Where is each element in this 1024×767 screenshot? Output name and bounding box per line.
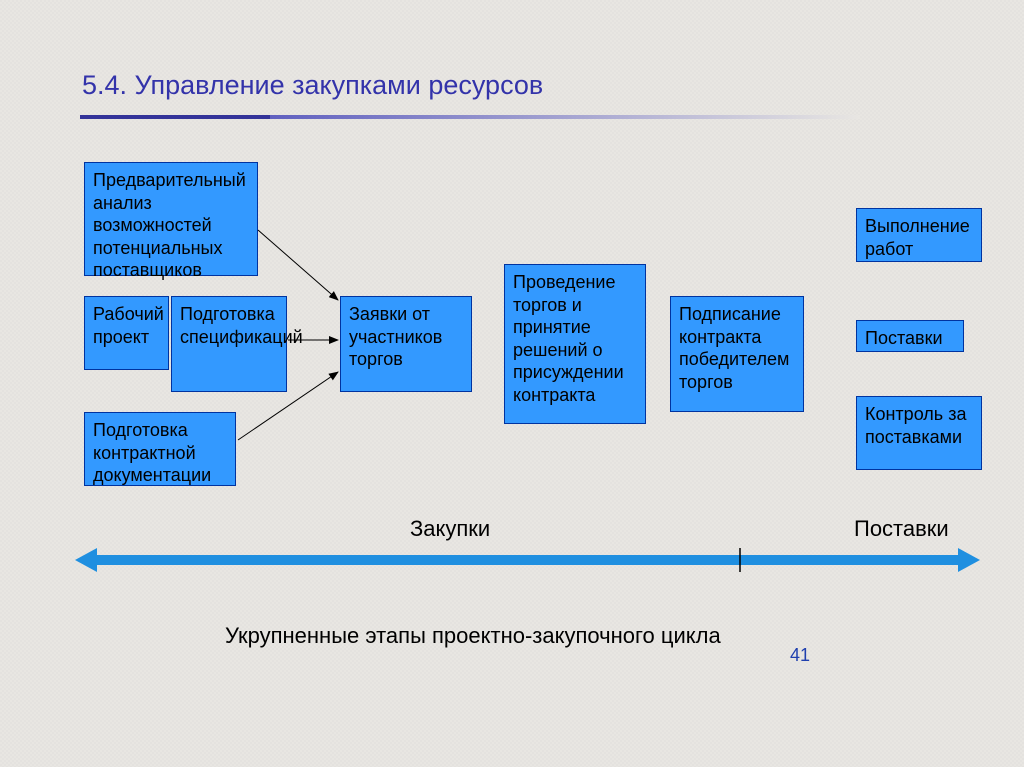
box-execution: Выполнение работ: [856, 208, 982, 262]
slide-title: 5.4. Управление закупками ресурсов: [82, 70, 543, 101]
box-sign: Подписание контракта победителем торгов: [670, 296, 804, 412]
box-analysis: Предварительный анализ возможностей поте…: [84, 162, 258, 276]
box-delivery: Поставки: [856, 320, 964, 352]
caption: Укрупненные этапы проектно-закупочного ц…: [225, 623, 721, 649]
label-procurement: Закупки: [410, 516, 490, 542]
label-supply: Поставки: [854, 516, 949, 542]
box-contractdoc: Подготовка контрактной документации: [84, 412, 236, 486]
title-underline-solid: [80, 115, 270, 119]
page-number: 41: [790, 645, 810, 666]
title-underline-gradient: [270, 115, 860, 119]
box-spec: Подготовка спецификаций: [171, 296, 287, 392]
box-tender: Проведение торгов и принятие решений о п…: [504, 264, 646, 424]
box-bids: Заявки от участников торгов: [340, 296, 472, 392]
box-project: Рабочий проект: [84, 296, 169, 370]
box-control: Контроль за поставками: [856, 396, 982, 470]
